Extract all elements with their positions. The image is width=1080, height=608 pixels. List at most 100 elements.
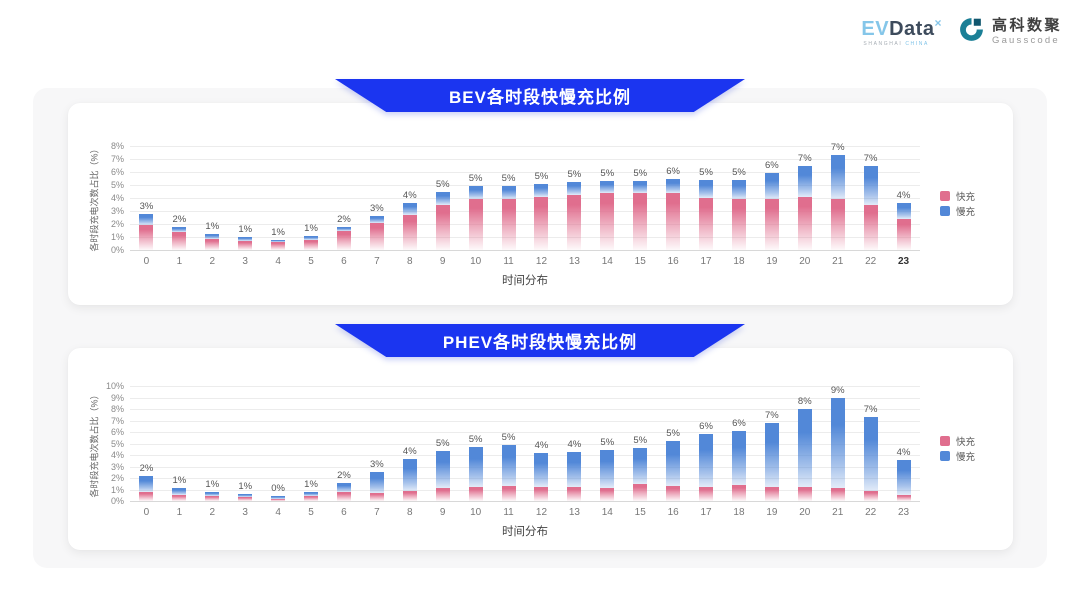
legend-label: 快充 — [956, 437, 976, 448]
gridline — [130, 420, 920, 422]
legend-swatch-fast — [940, 191, 950, 201]
bar-total-label: 2% — [139, 462, 154, 474]
bar-segment-slow — [139, 213, 154, 226]
x-tick-label: 5 — [308, 507, 314, 518]
bar-segment-fast — [304, 240, 319, 250]
bar-segment-fast — [402, 214, 417, 250]
bar-segment-slow — [797, 165, 812, 197]
legend-item-fast[interactable]: 快充 — [940, 434, 975, 448]
x-tick-label: 14 — [601, 256, 613, 267]
y-tick-label: 9% — [110, 392, 124, 403]
bar-segment-slow — [238, 494, 253, 497]
y-tick-label: 10% — [105, 381, 124, 391]
x-tick-label: 10 — [470, 256, 482, 267]
x-tick-label: 16 — [667, 256, 679, 267]
legend-swatch-slow — [940, 451, 950, 461]
bar-segment-fast — [699, 198, 714, 250]
gridline — [130, 443, 920, 445]
x-tick-label: 23 — [897, 256, 910, 267]
bar-segment-slow — [468, 186, 483, 200]
bar-segment-fast — [797, 487, 812, 501]
x-tick-label: 13 — [568, 256, 580, 267]
bar-segment-slow — [534, 452, 549, 488]
bar-total-label: 7% — [863, 152, 878, 164]
bar-segment-slow — [896, 460, 911, 496]
bar-segment-slow — [567, 451, 582, 488]
legend-label: 慢充 — [956, 452, 976, 463]
bar-segment-fast — [764, 486, 779, 501]
bar-segment-slow — [830, 155, 845, 200]
gausscode-logo: 高科数聚 Gausscode — [958, 16, 1062, 48]
bar-total-label: 9% — [830, 385, 845, 397]
bar-total-label: 5% — [468, 173, 483, 185]
bar-segment-fast — [567, 487, 582, 501]
bar-segment-slow — [534, 183, 549, 197]
phev-chart-card: 0% 1% 2% 3% 4% 5% 6% 7% 8% 9% 10% 各时段充电次数占比（%） 2% 0 1%… — [68, 348, 1013, 550]
x-tick-label: 16 — [667, 507, 679, 518]
bar-segment-fast — [139, 225, 154, 250]
phev-chart-title: PHEV各时段快慢充比例 — [442, 333, 638, 352]
bar-total-label: 3% — [139, 200, 154, 212]
bar-segment-slow — [205, 234, 220, 239]
x-tick-label: 22 — [865, 256, 877, 267]
x-tick-label: 1 — [176, 256, 183, 267]
bev-title-banner: BEV各时段快慢充比例 — [335, 79, 745, 112]
x-tick-label: 11 — [503, 256, 514, 267]
x-tick-label: 20 — [799, 256, 811, 267]
bar-segment-fast — [205, 238, 220, 250]
legend-item-slow[interactable]: 慢充 — [940, 449, 975, 463]
bar-segment-fast — [435, 204, 450, 250]
legend-item-fast[interactable]: 快充 — [940, 189, 975, 203]
bar-segment-slow — [896, 203, 911, 219]
x-tick-label: 17 — [700, 507, 712, 518]
bar-segment-fast — [468, 199, 483, 250]
y-tick-label: 4% — [110, 193, 124, 203]
bar-segment-slow — [567, 182, 582, 196]
x-tick-label: 21 — [832, 256, 844, 267]
bar-total-label: 5% — [600, 436, 615, 448]
y-tick-label: 1% — [110, 484, 124, 495]
bar-segment-fast — [468, 487, 483, 501]
y-tick-label: 3% — [110, 461, 124, 472]
bar-total-label: 5% — [534, 170, 549, 182]
bev-chart: 0% 1% 2% 3% 4% 5% 6% 7% 8% 各时段充电次数占比（%） 3% 0 2% 1 1% 2 1… — [68, 103, 1013, 305]
bar-segment-slow — [304, 492, 319, 497]
y-tick-label: 5% — [110, 438, 124, 449]
bar-segment-slow — [304, 236, 319, 241]
bar-total-label: 5% — [468, 433, 483, 445]
bar-segment-fast — [600, 192, 615, 250]
bar-segment-fast — [830, 488, 845, 501]
evdata-data-text: Data — [889, 18, 935, 40]
bar-segment-fast — [600, 487, 615, 501]
bar-total-label: 7% — [863, 404, 878, 416]
bar-segment-fast — [435, 488, 450, 501]
x-tick-label: 3 — [242, 256, 248, 267]
bar-total-label: 1% — [205, 221, 220, 233]
bar-segment-fast — [501, 486, 516, 501]
x-tick-label: 6 — [341, 507, 347, 518]
bar-total-label: 7% — [765, 410, 779, 422]
bar-segment-fast — [731, 199, 746, 250]
y-tick-label: 5% — [110, 180, 124, 190]
bar-segment-fast — [238, 240, 253, 250]
x-tick-label: 8 — [407, 256, 413, 267]
bar-total-label: 8% — [797, 396, 812, 407]
x-tick-label: 3 — [242, 507, 248, 518]
bar-segment-slow — [336, 483, 351, 492]
x-tick-label: 15 — [634, 256, 646, 267]
x-tick-label: 7 — [374, 507, 380, 518]
bar-segment-slow — [863, 165, 878, 205]
bar-segment-slow — [172, 487, 187, 495]
y-tick-label: 3% — [110, 206, 124, 216]
bar-total-label: 0% — [271, 483, 285, 495]
bar-total-label: 6% — [699, 420, 713, 432]
bar-total-label: 5% — [633, 168, 648, 180]
bar-total-label: 4% — [567, 438, 582, 450]
y-tick-label: 0% — [110, 496, 124, 506]
gridline — [130, 172, 920, 173]
gridline — [130, 211, 920, 212]
legend-item-slow[interactable]: 慢充 — [940, 204, 975, 218]
evdata-tagline: SHANGHAI CHINA — [863, 41, 929, 47]
bar-segment-fast — [271, 241, 286, 250]
y-tick-label: 1% — [110, 232, 124, 242]
